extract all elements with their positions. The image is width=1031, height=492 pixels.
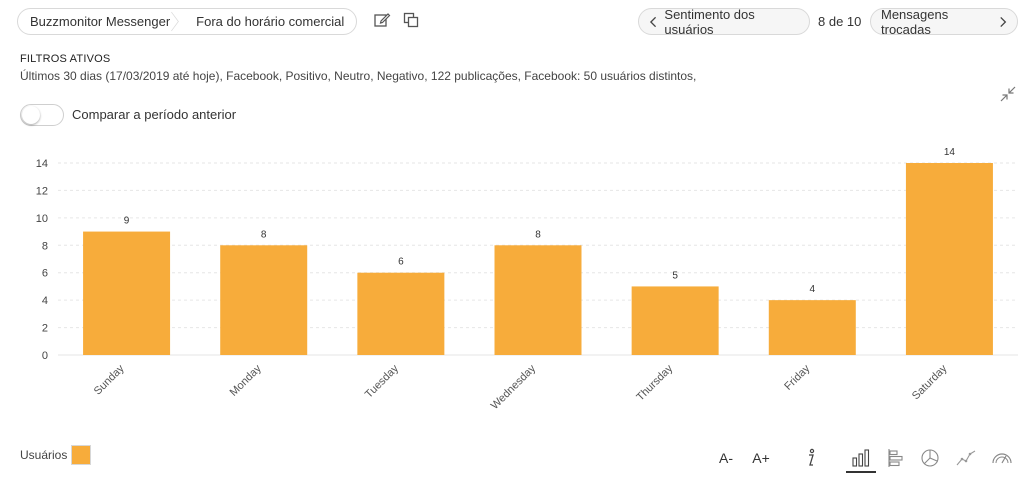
data-label: 5: [672, 270, 678, 281]
bar[interactable]: [83, 231, 171, 355]
active-chart-indicator: [846, 471, 876, 473]
previous-chart-label: Sentimento dos usuários: [664, 6, 755, 37]
bar[interactable]: [220, 245, 308, 355]
data-label: 14: [944, 147, 956, 158]
line-chart-button[interactable]: [954, 447, 978, 469]
toggle-knob: [22, 106, 40, 124]
compare-toggle[interactable]: [20, 104, 64, 126]
breadcrumb-item-fora-do-horario[interactable]: Fora do horário comercial: [196, 14, 345, 29]
x-tick-label: Saturday: [910, 362, 950, 402]
x-tick-label: Thursday: [634, 362, 675, 403]
horizontal-bar-chart-icon: [888, 449, 903, 467]
y-tick-label: 0: [42, 350, 48, 362]
collapse-icon[interactable]: [999, 85, 1017, 103]
chart-legend[interactable]: Usuários: [20, 445, 92, 465]
x-tick-label: Wednesday: [489, 362, 539, 412]
x-tick-label: Monday: [228, 362, 265, 399]
data-label: 8: [261, 229, 267, 240]
data-label: 6: [398, 257, 404, 268]
font-increase-button[interactable]: A+: [748, 447, 774, 469]
gauge-icon: [992, 453, 1012, 464]
vertical-bar-chart-icon: [852, 449, 870, 467]
vertical-bar-chart-button[interactable]: [849, 447, 873, 469]
bar-chart: 0 2 4 6 8 10 12 14 9 Sunday 8 Monday 6 Tuesday 8 Wednes…: [36, 147, 1018, 412]
info-icon: [809, 448, 815, 466]
breadcrumb-separator: [171, 11, 179, 32]
font-increase-label: A+: [752, 450, 770, 466]
font-decrease-label: A-: [719, 450, 733, 466]
next-chart-button[interactable]: Mensagens trocadas: [870, 6, 1018, 37]
data-label: 9: [124, 216, 130, 227]
chevron-left-icon: [649, 16, 657, 27]
bar[interactable]: [357, 272, 445, 355]
legend-swatch: [71, 445, 92, 465]
edit-icon[interactable]: [373, 11, 391, 29]
legend-label: Usuários: [20, 448, 68, 462]
y-tick-label: 4: [42, 295, 48, 307]
y-tick-label: 2: [42, 323, 48, 335]
previous-chart-button[interactable]: Sentimento dos usuários: [638, 6, 810, 37]
data-label: 4: [810, 284, 816, 295]
chevron-right-icon: [1000, 16, 1007, 27]
data-label: 8: [535, 229, 541, 240]
breadcrumb-item-buzzmonitor-messenger[interactable]: Buzzmonitor Messenger: [30, 14, 171, 29]
bar[interactable]: [494, 245, 582, 355]
y-tick-label: 12: [36, 185, 48, 197]
pie-chart-button[interactable]: [919, 447, 941, 469]
pager-text: 8 de 10: [818, 14, 862, 29]
line-chart-icon: [956, 450, 976, 466]
x-tick-label: Friday: [782, 362, 812, 392]
next-chart-label: Mensagens trocadas: [881, 6, 949, 37]
bar[interactable]: [768, 300, 856, 355]
font-decrease-button[interactable]: A-: [713, 447, 739, 469]
gauge-chart-button[interactable]: [989, 447, 1015, 469]
compare-label: Comparar a período anterior: [72, 107, 237, 122]
y-tick-label: 10: [36, 213, 48, 225]
x-tick-label: Tuesday: [363, 362, 401, 400]
copy-icon[interactable]: [402, 11, 420, 29]
filters-title: FILTROS ATIVOS: [20, 53, 111, 65]
breadcrumb: Buzzmonitor Messenger Fora do horário co…: [17, 8, 358, 35]
y-tick-label: 8: [42, 240, 48, 252]
horizontal-bar-chart-button[interactable]: [885, 447, 907, 469]
bar[interactable]: [631, 286, 719, 355]
y-tick-label: 6: [42, 268, 48, 280]
pie-chart-icon: [921, 449, 939, 467]
y-tick-label: 14: [36, 158, 48, 170]
filters-text: Últimos 30 dias (17/03/2019 até hoje), F…: [20, 69, 697, 83]
bar[interactable]: [905, 163, 993, 355]
x-tick-label: Sunday: [92, 362, 127, 397]
info-button[interactable]: [800, 447, 822, 469]
